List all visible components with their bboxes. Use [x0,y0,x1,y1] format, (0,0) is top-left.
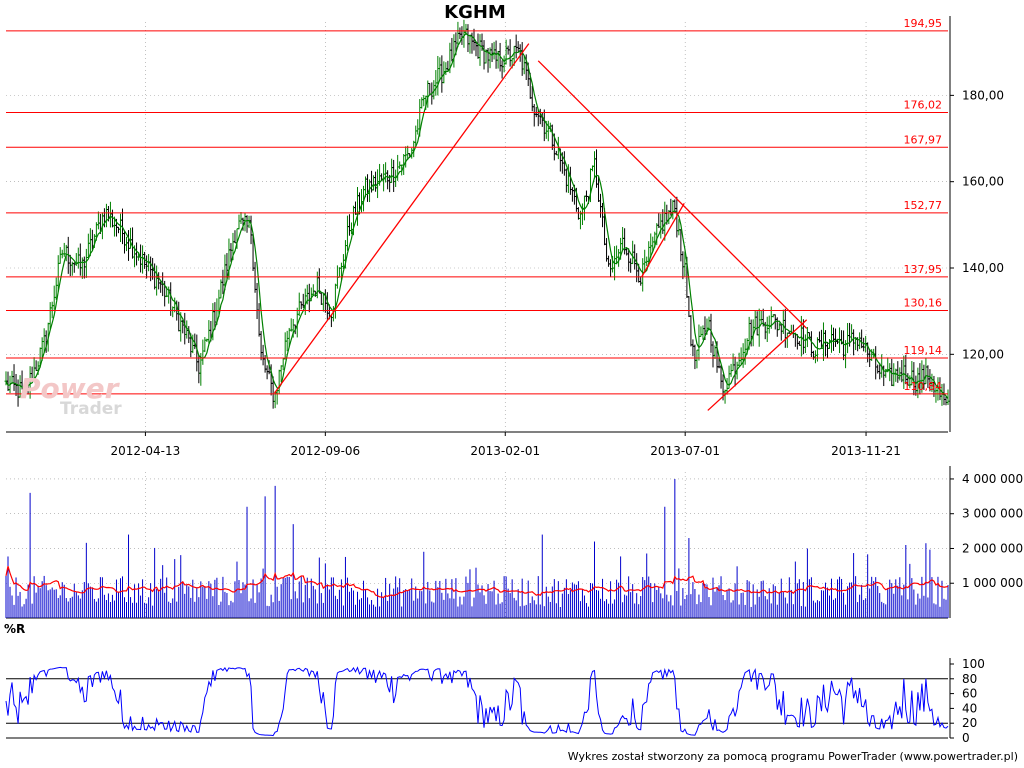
wpr-layer [5,666,949,737]
wpr-tick-label: 100 [962,657,985,671]
trendline [273,43,530,394]
x-tick-label: 2012-09-06 [290,444,360,458]
powertrader-watermark: Power Trader [20,372,122,419]
wpr-line [5,666,949,737]
wpr-tick-label: 40 [962,701,977,715]
x-tick-label: 2012-04-13 [111,444,181,458]
level-label: 152,77 [904,199,943,212]
level-label: 119,14 [904,344,943,357]
volume-tick-label: 3 000 000 [962,507,1023,521]
y-tick-label: 140,00 [962,261,1004,275]
level-label: 167,97 [904,133,943,146]
volume-tick-label: 2 000 000 [962,541,1023,555]
wpr-tick-label: 20 [962,716,977,730]
footer-credit: Wykres został stworzony za pomocą progra… [567,750,1018,763]
wpr-tick-label: 60 [962,687,977,701]
trendline [707,319,808,411]
axis-layer: 2012-04-13 2012-09-06 2013-02-01 2013-07-01… [6,16,1023,745]
chart-title: KGHM [444,2,506,23]
level-layer: 194,95 176,02 167,97 152,77 137,95 130,16 119,… [6,17,948,395]
x-tick-label: 2013-07-01 [650,444,720,458]
wpr-tick-label: 80 [962,672,977,686]
wpr-panel-label: %R [4,622,26,636]
price-layer [4,19,950,409]
trendline [641,202,685,277]
wpr-tick-label: 0 [962,731,970,745]
price-average-line [5,32,949,400]
y-tick-label: 180,00 [962,88,1004,102]
y-tick-label: 120,00 [962,347,1004,361]
volume-tick-label: 4 000 000 [962,472,1023,486]
x-tick-label: 2013-02-01 [470,444,540,458]
trendline-layer [273,43,808,411]
watermark-line1: Power [20,372,119,405]
trendline [537,60,808,329]
volume-tick-label: 1 000 000 [962,576,1023,590]
level-label: 110,84 [904,380,943,393]
level-label: 130,16 [904,296,943,309]
level-label: 176,02 [904,99,943,112]
volume-average-line [5,566,949,599]
volume-layer [5,478,949,618]
watermark-line2: Trader [60,399,122,419]
level-label: 194,95 [904,17,943,30]
x-tick-label: 2013-11-21 [831,444,901,458]
y-tick-label: 160,00 [962,175,1004,189]
level-label: 137,95 [904,263,943,276]
